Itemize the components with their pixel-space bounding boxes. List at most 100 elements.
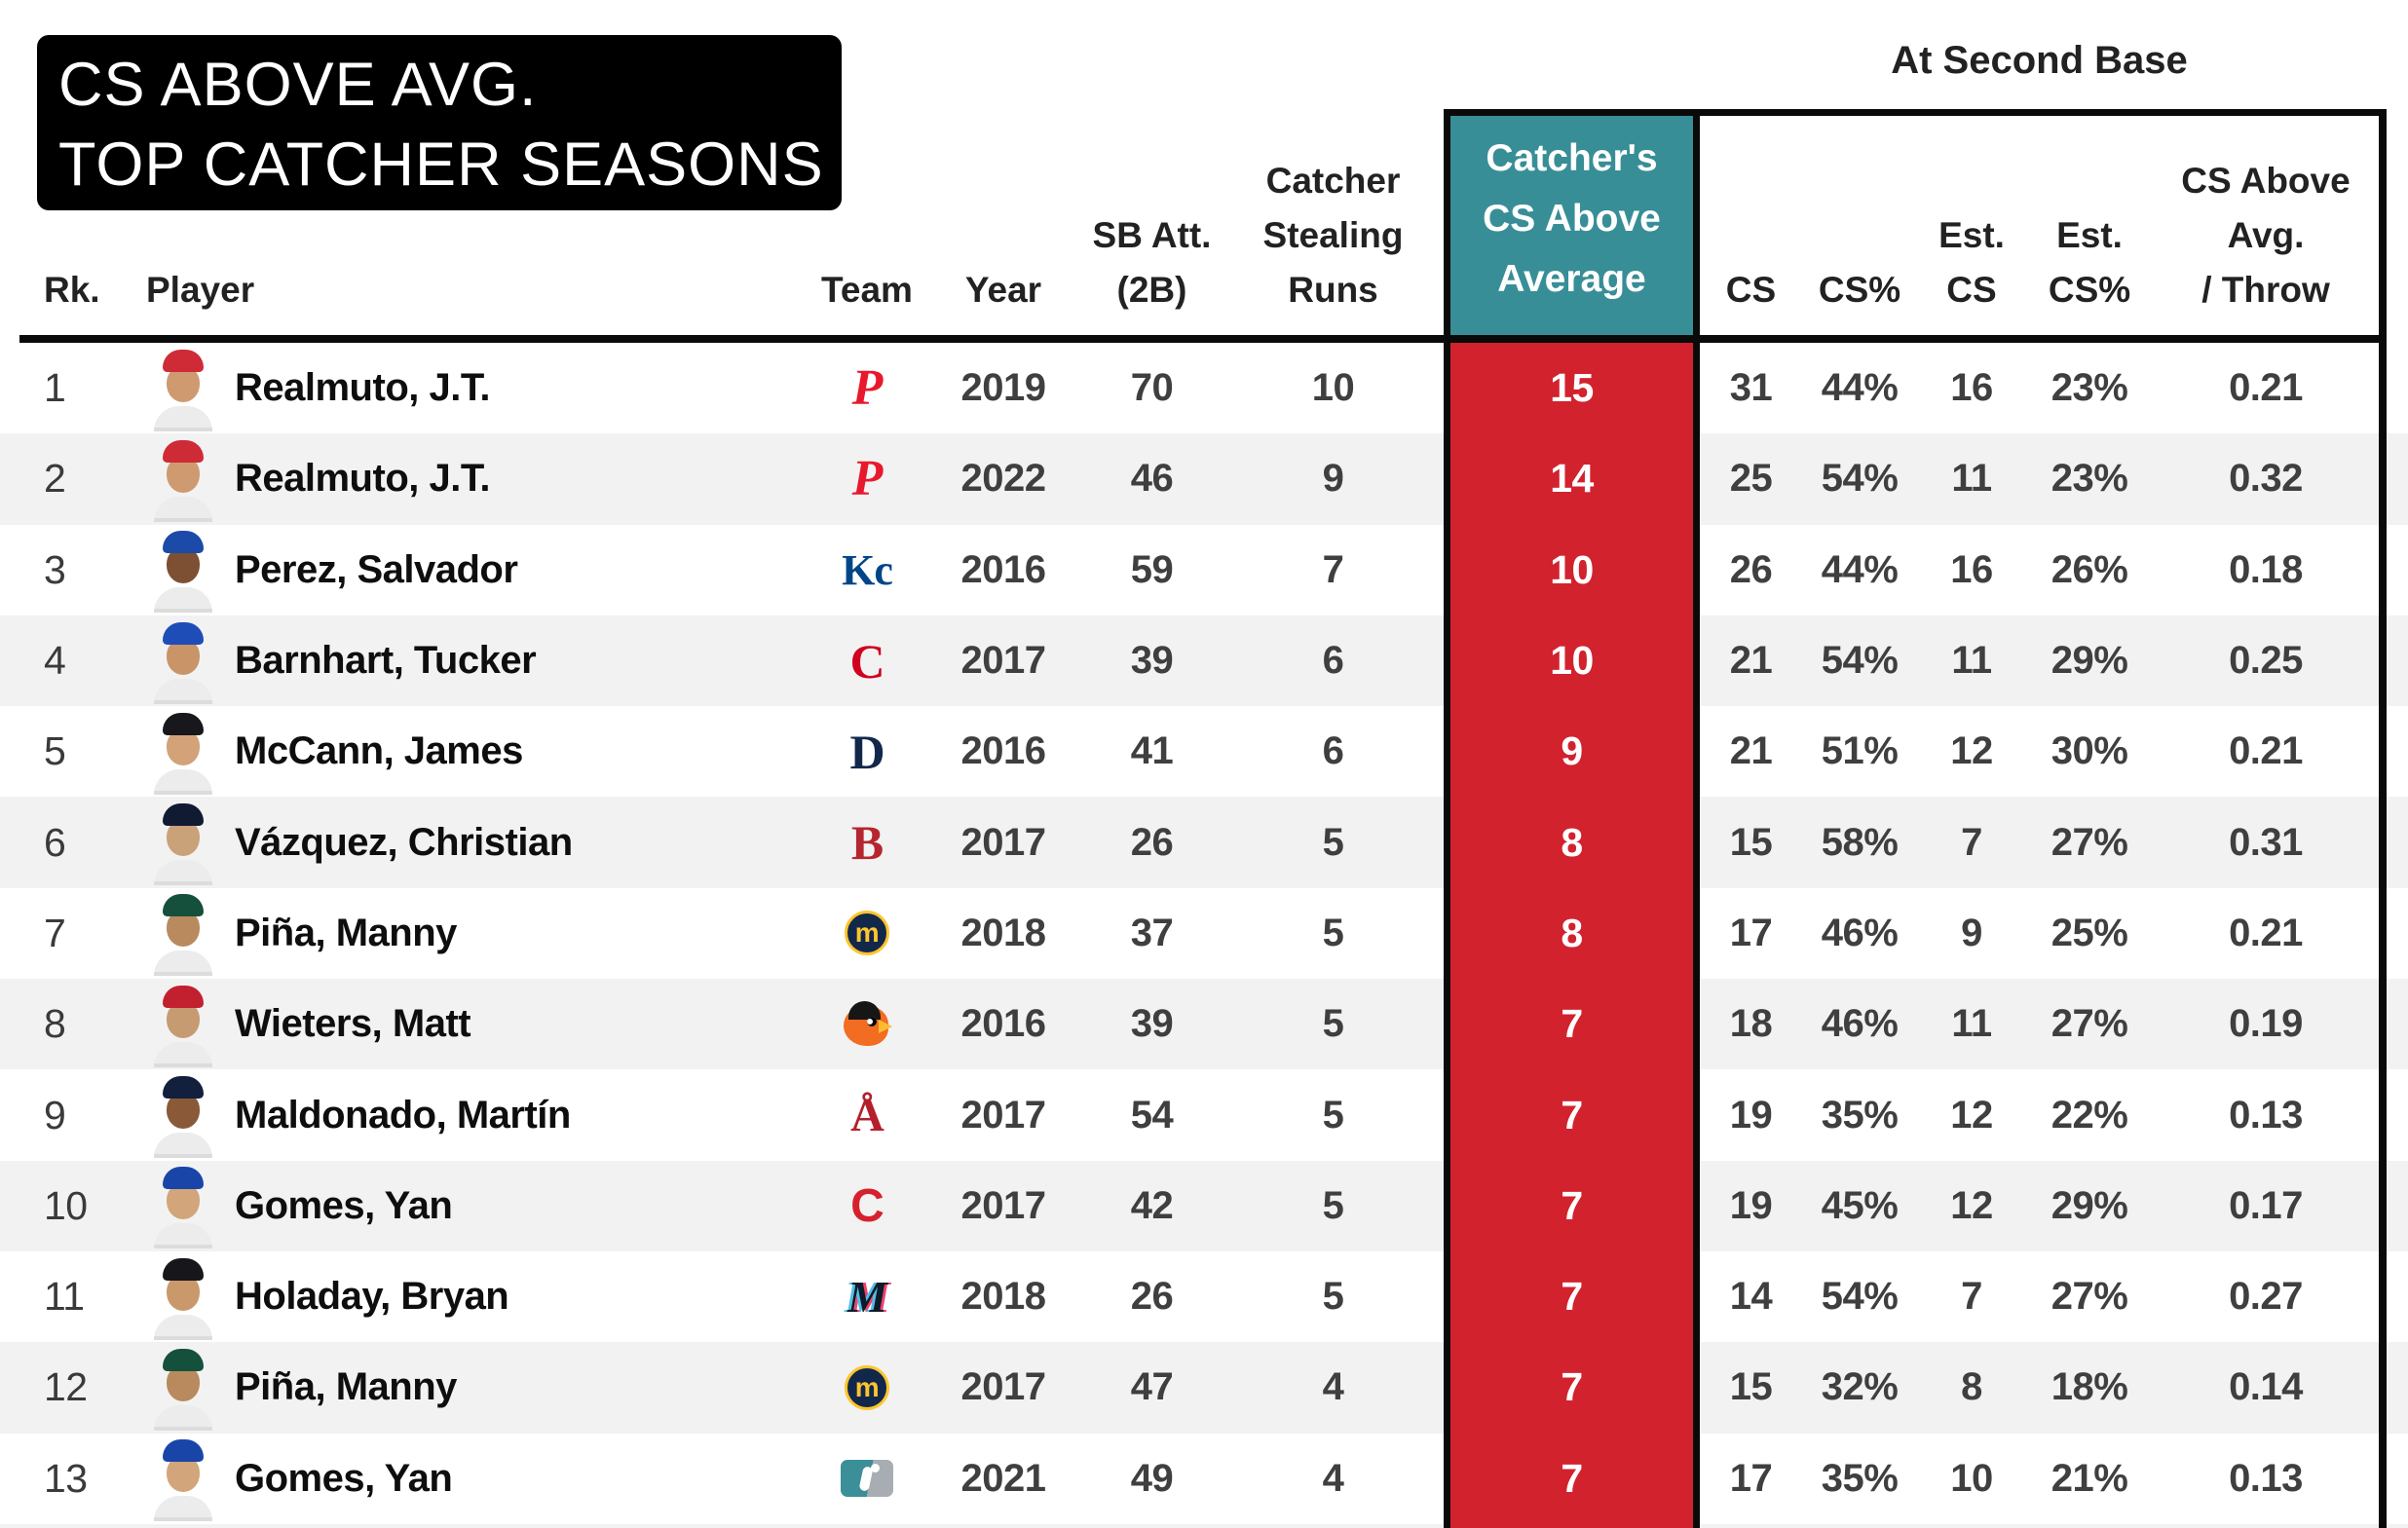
cs-cell: 17 — [1729, 1456, 1773, 1500]
cs-pct-cell: 35% — [1821, 1093, 1899, 1137]
cs-cell: 15 — [1729, 820, 1773, 864]
rank-cell: 13 — [44, 1455, 88, 1501]
rank-cell: 5 — [44, 728, 66, 774]
cs-above-average-cell: 7 — [1444, 1433, 1700, 1524]
cs-pct-cell: 58% — [1821, 820, 1899, 864]
rank-cell: 11 — [44, 1274, 85, 1320]
sb-attempts-cell: 59 — [1130, 547, 1174, 591]
player-avatar — [153, 709, 213, 795]
table-row: 11 Holaday, Bryan M 2018 26 5 7 14 54% 7… — [0, 1250, 2408, 1343]
partial-next-row — [0, 1524, 2408, 1528]
team-logo-reds: C — [849, 633, 884, 689]
table-row: 8 Wieters, Matt 2016 39 5 7 18 46% 11 27… — [0, 979, 2408, 1070]
player-avatar-cell — [146, 1251, 219, 1342]
est-cs-cell: 11 — [1951, 639, 1992, 683]
est-cs-pct-cell: 29% — [2051, 1183, 2128, 1227]
team-logo-cell: C — [809, 615, 925, 706]
player-name: Piña, Manny — [235, 911, 457, 954]
rank-cell: 10 — [44, 1182, 88, 1228]
cs-above-average-cell: 7 — [1444, 1250, 1700, 1343]
sb-attempts-cell: 39 — [1130, 1002, 1174, 1046]
team-logo-orioles — [842, 1000, 892, 1048]
cs-cell: 19 — [1729, 1183, 1773, 1227]
est-cs-pct-cell: 26% — [2051, 547, 2128, 591]
table-row: 1 Realmuto, J.T. P 2019 70 10 15 31 44% … — [0, 343, 2408, 434]
rank-cell: 6 — [44, 819, 66, 865]
team-logo-marlins: M — [847, 1272, 887, 1323]
player-name: Gomes, Yan — [235, 1183, 453, 1227]
stealing-runs-cell: 4 — [1322, 1456, 1344, 1500]
player-name: Holaday, Bryan — [235, 1275, 509, 1319]
column-divider-right — [1693, 343, 1700, 1528]
player-avatar-cell — [146, 706, 219, 797]
year-cell: 2016 — [960, 729, 1046, 773]
est-cs-pct-cell: 27% — [2051, 820, 2128, 864]
stealing-runs-cell: 9 — [1322, 457, 1344, 501]
cs-cell: 21 — [1729, 729, 1773, 773]
player-avatar — [153, 346, 213, 431]
sb-attempts-cell: 54 — [1130, 1093, 1174, 1137]
player-avatar — [153, 800, 213, 886]
rank-cell: 12 — [44, 1364, 88, 1410]
cs-cell: 15 — [1729, 1365, 1773, 1409]
cs-pct-cell: 54% — [1821, 457, 1899, 501]
player-avatar-cell — [146, 525, 219, 615]
cs-above-per-throw-cell: 0.19 — [2229, 1002, 2303, 1046]
year-cell: 2017 — [960, 820, 1046, 864]
year-cell: 2017 — [960, 1093, 1046, 1137]
year-cell: 2017 — [960, 1183, 1046, 1227]
cs-cell: 18 — [1729, 1002, 1773, 1046]
player-avatar-cell — [146, 1069, 219, 1160]
cs-above-average-cell: 7 — [1444, 1069, 1700, 1161]
sb-attempts-cell: 70 — [1130, 366, 1174, 410]
cs-cell: 26 — [1729, 547, 1773, 591]
team-logo-cell: P — [809, 343, 925, 433]
cs-pct-cell: 46% — [1821, 1002, 1899, 1046]
year-cell: 2016 — [960, 1002, 1046, 1046]
cs-above-average-cell: 9 — [1444, 706, 1700, 798]
column-divider-left — [1444, 343, 1450, 1528]
team-logo-cell: B — [809, 797, 925, 887]
sb-attempts-cell: 41 — [1130, 729, 1174, 773]
cs-pct-cell: 35% — [1821, 1456, 1899, 1500]
cs-above-average-cell: 15 — [1444, 343, 1700, 434]
est-cs-pct-cell: 21% — [2051, 1456, 2128, 1500]
player-name: Wieters, Matt — [235, 1002, 471, 1046]
cs-above-per-throw-cell: 0.14 — [2229, 1365, 2303, 1409]
team-logo-indians: C — [850, 1179, 884, 1232]
title-line-2: TOP CATCHER SEASONS — [58, 130, 824, 199]
est-cs-pct-cell: 27% — [2051, 1002, 2128, 1046]
cs-cell: 25 — [1729, 457, 1773, 501]
stealing-runs-cell: 5 — [1322, 1275, 1344, 1319]
col-header-cs-above-average: Catcher's CS Above Average — [1483, 137, 1661, 300]
player-avatar — [153, 1072, 213, 1159]
cs-pct-cell: 45% — [1821, 1183, 1899, 1227]
player-avatar-cell — [146, 343, 219, 433]
team-logo-brewers: m — [845, 911, 889, 956]
col-header-cs-pct: CS% — [1818, 270, 1901, 310]
cs-pct-cell: 54% — [1821, 1275, 1899, 1319]
cs-above-average-cell: 8 — [1444, 797, 1700, 888]
title-box: CS ABOVE AVG. TOP CATCHER SEASONS — [37, 35, 842, 210]
player-avatar — [153, 527, 213, 614]
stealing-runs-cell: 7 — [1322, 547, 1344, 591]
cs-above-average-cell: 14 — [1444, 433, 1700, 525]
team-logo-cell: D — [809, 706, 925, 797]
player-avatar-cell — [146, 797, 219, 887]
table-row: 9 Maldonado, Martín Å 2017 54 5 7 19 35%… — [0, 1069, 2408, 1161]
player-avatar-cell — [146, 1434, 219, 1524]
player-name: Maldonado, Martín — [235, 1093, 571, 1137]
table-right-border — [2379, 343, 2387, 1528]
col-header-catcher-stealing-runs: Catcher Stealing Runs — [1262, 161, 1404, 310]
est-cs-pct-cell: 23% — [2051, 457, 2128, 501]
player-avatar-cell — [146, 888, 219, 979]
est-cs-cell: 8 — [1961, 1365, 1982, 1409]
est-cs-cell: 16 — [1950, 547, 1993, 591]
team-logo-angels: Å — [850, 1089, 884, 1141]
team-logo-cell: m — [809, 888, 925, 979]
year-cell: 2019 — [960, 366, 1046, 410]
col-header-cs-above-avg-per-throw: CS Above Avg. / Throw — [2181, 161, 2351, 310]
cs-pct-cell: 46% — [1821, 911, 1899, 954]
table-row: 4 Barnhart, Tucker C 2017 39 6 10 21 54%… — [0, 615, 2408, 707]
